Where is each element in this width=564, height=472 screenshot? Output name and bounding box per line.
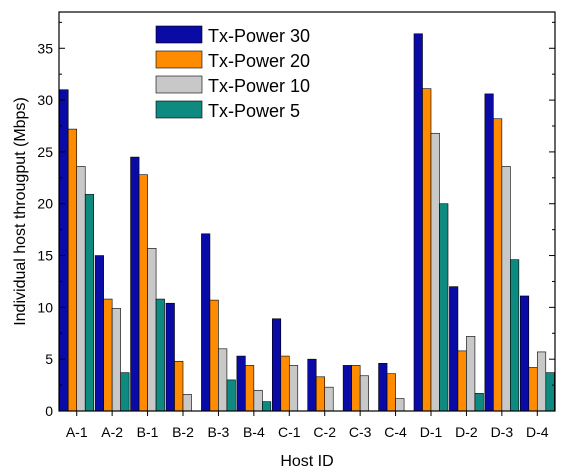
x-tick-label: B-2 <box>172 424 194 440</box>
bar-b-3-series-2 <box>209 299 219 412</box>
bar-d-2-series-1 <box>449 286 459 412</box>
y-axis-title: Individual host througput (Mbps) <box>12 97 29 326</box>
x-tick-label: C-4 <box>384 424 407 440</box>
x-tick-label: C-1 <box>278 424 301 440</box>
bars-group <box>59 33 555 412</box>
x-tick-label: A-1 <box>66 424 88 440</box>
legend-label: Tx-Power 20 <box>208 51 310 71</box>
x-tick-label: D-3 <box>491 424 514 440</box>
bar-d-4-series-4 <box>545 372 555 412</box>
bar-a-2-series-1 <box>94 255 104 412</box>
bar-c-3-series-1 <box>342 365 352 412</box>
bar-c-2-series-3 <box>324 386 334 412</box>
bar-b-2-series-1 <box>165 302 175 412</box>
bar-d-4-series-3 <box>536 351 547 412</box>
bar-a-2-series-3 <box>111 308 121 412</box>
legend-label: Tx-Power 10 <box>208 76 310 96</box>
bar-d-2-series-4 <box>474 393 484 412</box>
bar-b-1-series-1 <box>130 156 140 412</box>
x-tick-label: D-1 <box>420 424 443 440</box>
bar-a-2-series-4 <box>120 372 130 412</box>
bar-b-4-series-4 <box>262 401 272 412</box>
x-tick-label: A-2 <box>101 424 123 440</box>
bar-b-1-series-4 <box>155 298 165 412</box>
plot-frame <box>58 11 556 412</box>
y-tick-label: 25 <box>37 144 53 160</box>
legend-label: Tx-Power 5 <box>208 101 300 121</box>
bar-b-3-series-1 <box>201 233 211 412</box>
legend-swatch <box>155 25 203 44</box>
bar-b-1-series-3 <box>147 247 157 412</box>
bar-a-1-series-4 <box>84 194 95 412</box>
bar-a-1-series-2 <box>67 128 78 412</box>
x-tick-label: B-1 <box>137 424 159 440</box>
x-tick-label: C-3 <box>349 424 372 440</box>
bar-c-1-series-3 <box>288 365 299 412</box>
y-tick-label: 10 <box>37 299 53 315</box>
bar-c-4-series-1 <box>378 363 388 412</box>
legend-label: Tx-Power 30 <box>208 26 310 46</box>
bar-a-1-series-1 <box>59 89 69 412</box>
bar-c-2-series-2 <box>315 376 326 412</box>
bar-d-4-series-2 <box>528 367 538 412</box>
x-axis-title: Host ID <box>280 453 333 470</box>
bar-b-1-series-2 <box>138 174 148 412</box>
bar-d-3-series-2 <box>493 118 503 412</box>
bar-d-1-series-1 <box>413 33 423 412</box>
y-tick-label: 35 <box>37 40 53 56</box>
bar-b-4-series-1 <box>236 355 246 412</box>
x-tick-label: B-3 <box>208 424 230 440</box>
legend-swatch <box>155 100 203 119</box>
legend: Tx-Power 30 Tx-Power 20 Tx-Power 10 Tx-Powe… <box>155 25 310 121</box>
bar-b-3-series-3 <box>218 348 228 412</box>
bar-b-3-series-4 <box>226 379 236 412</box>
bar-b-4-series-2 <box>245 365 255 412</box>
bar-b-2-series-3 <box>182 394 192 412</box>
bar-c-1-series-2 <box>280 355 290 412</box>
bar-d-3-series-1 <box>484 93 494 412</box>
bar-d-3-series-4 <box>510 259 520 412</box>
x-tick-label: C-2 <box>313 424 336 440</box>
legend-swatch <box>155 75 203 94</box>
bar-d-1-series-4 <box>439 203 449 412</box>
x-tick-label: D-2 <box>455 424 478 440</box>
bar-c-4-series-3 <box>395 398 405 412</box>
bar-d-2-series-2 <box>457 350 467 412</box>
bar-c-3-series-3 <box>359 375 369 412</box>
bar-b-4-series-3 <box>253 389 263 412</box>
bar-d-3-series-3 <box>501 166 511 412</box>
bar-c-2-series-1 <box>307 358 317 412</box>
y-tick-label: 20 <box>37 196 53 212</box>
y-tick-label: 30 <box>37 92 53 108</box>
bar-d-1-series-3 <box>430 132 440 412</box>
bar-a-2-series-2 <box>103 298 113 412</box>
ticks-group: 0 5 10 15 20 25 30 35 A-1 A-2 B-1 B-2 B-3 B-4 C-1 C-2 C-… <box>37 21 555 440</box>
bar-b-2-series-2 <box>174 360 184 412</box>
bar-d-4-series-1 <box>519 295 530 412</box>
bar-c-1-series-1 <box>271 318 282 412</box>
bar-d-2-series-3 <box>466 336 476 412</box>
x-tick-label: B-4 <box>243 424 265 440</box>
y-tick-label: 0 <box>45 403 53 419</box>
bar-a-1-series-3 <box>76 166 86 412</box>
bar-d-1-series-2 <box>422 88 432 412</box>
y-tick-label: 15 <box>37 248 53 264</box>
bar-c-3-series-2 <box>351 365 361 412</box>
y-tick-label: 5 <box>45 351 53 367</box>
legend-swatch <box>155 50 203 69</box>
bar-c-4-series-2 <box>386 373 396 412</box>
x-tick-label: D-4 <box>526 424 549 440</box>
